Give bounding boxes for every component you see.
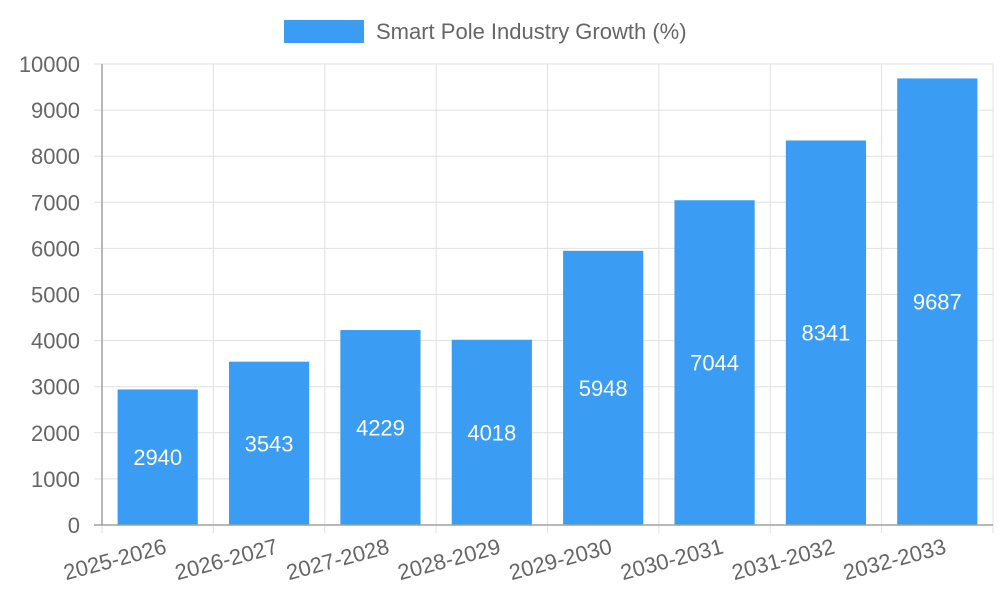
legend-label: Smart Pole Industry Growth (%) [376, 19, 687, 44]
bar-data-label: 9687 [913, 290, 962, 315]
x-tick-label: 2027-2028 [284, 534, 392, 585]
bar-data-label: 2940 [133, 445, 182, 470]
bars [117, 78, 978, 526]
bar [340, 330, 421, 525]
y-tick-label: 6000 [31, 236, 80, 261]
y-tick-label: 5000 [31, 283, 80, 308]
y-tick-label: 8000 [31, 144, 80, 169]
axes [94, 64, 993, 526]
bar-data-label: 3543 [245, 431, 294, 456]
y-tick-label: 1000 [31, 467, 80, 492]
bar [451, 339, 532, 525]
bar-data-label: 4018 [467, 420, 516, 445]
bar-data-label: 5948 [579, 376, 628, 401]
bar [117, 389, 198, 525]
y-tick-label: 0 [68, 513, 80, 538]
bar-data-label: 7044 [690, 351, 739, 376]
bar-data-label: 4229 [356, 416, 405, 441]
y-tick-label: 3000 [31, 375, 80, 400]
y-tick-label: 9000 [31, 98, 80, 123]
y-tick-label: 2000 [31, 421, 80, 446]
legend: Smart Pole Industry Growth (%) [284, 19, 687, 44]
x-tick-label: 2032-2033 [841, 534, 949, 585]
y-tick-label: 7000 [31, 190, 80, 215]
bar [563, 250, 644, 526]
bar [674, 200, 755, 525]
x-tick-label: 2026-2027 [172, 534, 280, 585]
y-tick-label: 10000 [19, 52, 80, 77]
bar [785, 140, 867, 525]
x-tick-label: 2028-2029 [395, 534, 503, 585]
x-tick-label: 2031-2032 [729, 534, 837, 585]
bar [228, 361, 310, 525]
legend-swatch [284, 20, 364, 43]
x-tick-label: 2025-2026 [61, 534, 169, 585]
bar [897, 78, 978, 526]
x-tick-label: 2030-2031 [618, 534, 726, 585]
x-tick-label: 2029-2030 [506, 534, 614, 585]
y-tick-label: 4000 [31, 329, 80, 354]
bar-data-label: 8341 [801, 321, 850, 346]
